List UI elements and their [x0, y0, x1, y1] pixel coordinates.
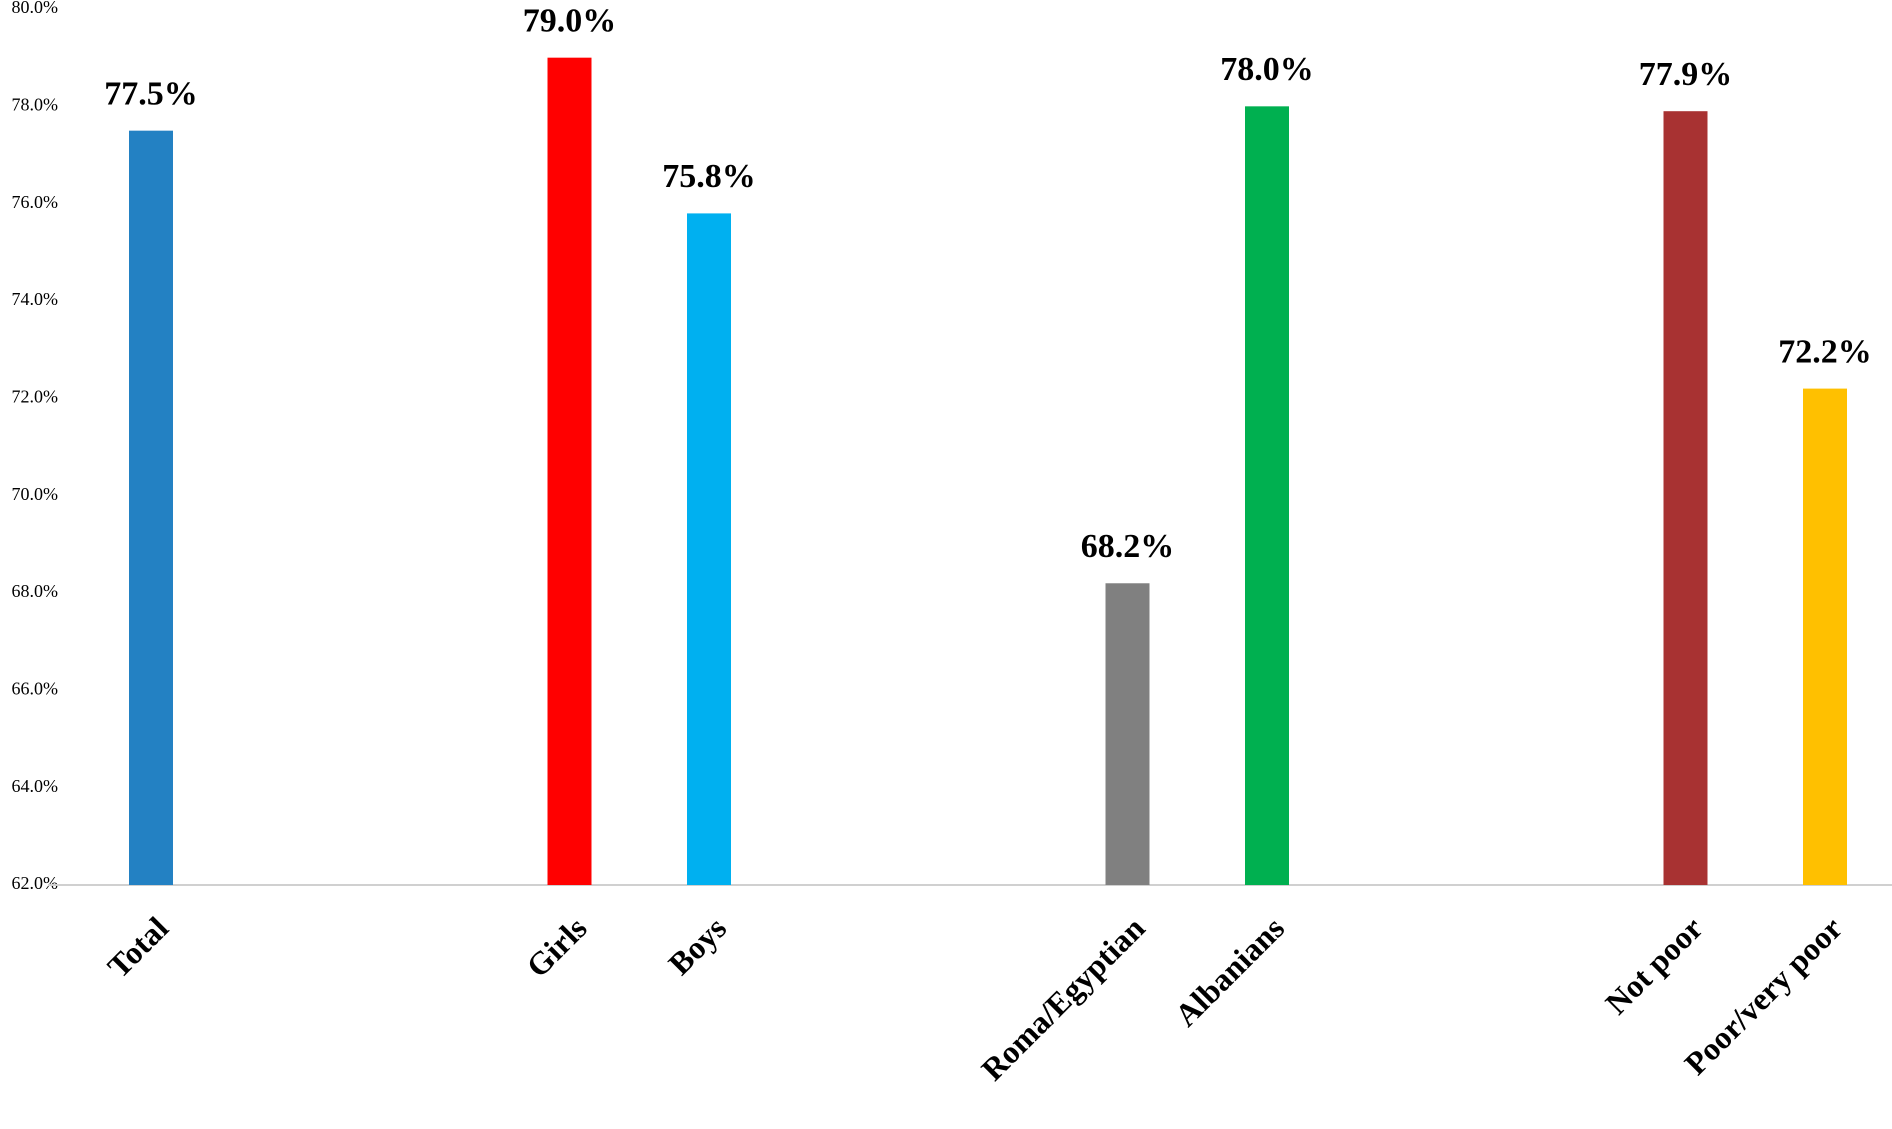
bar — [129, 130, 173, 885]
x-tick-label: Not poor — [1598, 910, 1710, 1022]
bar — [1105, 583, 1150, 885]
bar — [687, 213, 731, 885]
value-label: 78.0% — [1220, 51, 1314, 88]
y-tick-label: 74.0% — [12, 289, 59, 309]
bar — [1803, 388, 1847, 885]
y-tick-label: 72.0% — [12, 386, 59, 406]
y-tick-label: 78.0% — [12, 94, 59, 114]
value-label: 77.9% — [1639, 56, 1733, 93]
y-tick-label: 66.0% — [12, 678, 59, 698]
value-label: 77.5% — [104, 75, 198, 112]
value-label: 75.8% — [662, 158, 756, 195]
y-tick-label: 76.0% — [12, 192, 59, 212]
y-tick-label: 68.0% — [12, 581, 59, 601]
x-tick-label: Albanians — [1168, 910, 1292, 1034]
y-tick-label: 64.0% — [12, 776, 59, 796]
x-tick-label: Boys — [661, 910, 733, 982]
bar — [547, 57, 592, 885]
bar — [1245, 106, 1289, 886]
x-tick-label: Roma/Egyptian — [974, 910, 1152, 1088]
value-label: 79.0% — [523, 2, 617, 39]
value-label: 72.2% — [1778, 333, 1872, 370]
bar — [1663, 111, 1708, 885]
y-tick-label: 62.0% — [12, 873, 59, 893]
y-tick-label: 70.0% — [12, 484, 59, 504]
y-tick-label: 80.0% — [12, 0, 59, 17]
value-label: 68.2% — [1081, 528, 1175, 565]
x-tick-label: Total — [100, 910, 175, 985]
x-tick-label: Girls — [519, 910, 593, 984]
